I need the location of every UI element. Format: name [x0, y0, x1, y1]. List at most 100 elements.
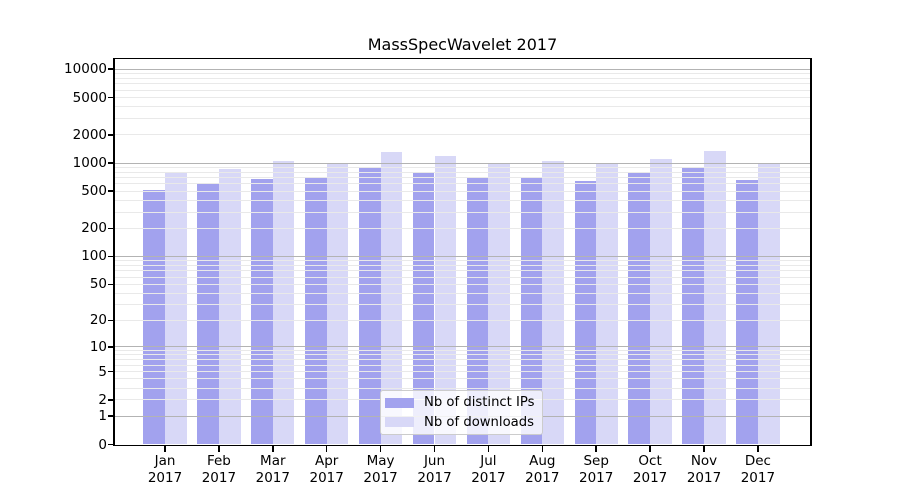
legend-swatch-distinct-ips: [385, 397, 414, 408]
ytick-2000: [107, 134, 114, 136]
ytick-1000: [107, 162, 114, 164]
bar-distinct-ips-jun: [412, 172, 435, 445]
gridline-minor-800: [115, 171, 810, 173]
xtick-year-mar: 2017: [255, 469, 290, 486]
gridline-major-10000: [115, 68, 810, 70]
xtick-year-jun: 2017: [417, 469, 452, 486]
ytick-2: [107, 398, 114, 401]
xtick-month-sep: Sep: [583, 453, 609, 469]
bar-downloads-jun: [434, 155, 457, 445]
xtick-dec: [757, 446, 759, 452]
xtick-label-may: May 2017: [353, 453, 409, 486]
xtick-label-apr: Apr 2017: [299, 453, 355, 486]
bar-distinct-ips-oct: [628, 172, 651, 445]
xtick-nov: [703, 446, 705, 452]
xtick-apr: [325, 446, 328, 452]
xtick-year-may: 2017: [363, 469, 398, 486]
bar-distinct-ips-mar: [251, 179, 273, 445]
bar-downloads-jan: [165, 173, 187, 445]
gridline-minor-900: [115, 166, 810, 168]
ytick-label-2: 2: [98, 391, 107, 408]
ytick-label-1000: 1000: [72, 155, 107, 172]
ytick-label-50: 50: [89, 276, 107, 293]
xtick-year-apr: 2017: [309, 469, 344, 486]
xtick-label-jun: Jun 2017: [407, 453, 463, 486]
bar-downloads-jul: [488, 163, 511, 445]
gridline-minor-3000: [115, 117, 810, 119]
xtick-label-dec: Dec 2017: [730, 453, 786, 486]
gridline-minor-4: [115, 378, 810, 380]
gridline-minor-9: [115, 350, 810, 352]
bar-distinct-ips-jul: [466, 178, 489, 445]
xtick-jan: [164, 446, 166, 452]
gridline-minor-600: [115, 183, 810, 185]
xtick-label-feb: Feb 2017: [191, 453, 247, 486]
bar-distinct-ips-aug: [520, 176, 543, 445]
xtick-may: [379, 446, 382, 452]
gridline-major-100: [115, 255, 810, 257]
bar-distinct-ips-dec: [736, 180, 758, 445]
xtick-label-nov: Nov 2017: [676, 453, 732, 486]
gridline-minor-500: [115, 190, 810, 192]
ytick-10: [107, 346, 114, 348]
ytick-label-10000: 10000: [64, 61, 107, 78]
ytick-5: [107, 370, 114, 373]
xtick-year-jul: 2017: [471, 469, 506, 486]
gridline-minor-5: [115, 371, 810, 372]
bar-downloads-feb: [218, 169, 241, 445]
ytick-label-100: 100: [81, 248, 107, 265]
ytick-0: [107, 443, 114, 446]
ytick-label-500: 500: [81, 183, 107, 200]
ytick-label-2000: 2000: [72, 126, 107, 143]
gridline-minor-60: [115, 276, 810, 278]
xtick-month-jul: Jul: [480, 453, 497, 469]
ytick-label-5000: 5000: [72, 89, 107, 106]
xtick-month-dec: Dec: [744, 453, 771, 469]
ytick-1: [107, 415, 114, 418]
gridline-minor-20: [115, 319, 810, 321]
xtick-oct: [649, 446, 651, 452]
xtick-month-aug: Aug: [529, 453, 556, 469]
ytick-label-5: 5: [98, 363, 107, 380]
gridline-minor-80: [115, 264, 810, 266]
xtick-jun: [433, 446, 436, 452]
xtick-jul: [487, 446, 490, 452]
legend: Nb of distinct IPs Nb of downloads: [380, 390, 543, 435]
gridline-minor-8000: [115, 77, 810, 79]
xtick-label-mar: Mar 2017: [245, 453, 301, 486]
xtick-month-may: May: [366, 453, 395, 469]
gridline-minor-8: [115, 354, 810, 356]
xtick-sep: [595, 446, 597, 452]
gridline-major-1000: [115, 162, 810, 164]
legend-label-distinct-ips: Nb of distinct IPs: [424, 395, 535, 411]
gridline-minor-50: [115, 283, 810, 285]
gridline-minor-70: [115, 270, 810, 272]
gridline-minor-3: [115, 387, 810, 389]
xtick-label-sep: Sep 2017: [568, 453, 624, 486]
legend-item-downloads: Nb of downloads: [385, 415, 542, 430]
gridline-major-10: [115, 346, 810, 348]
ytick-label-20: 20: [89, 312, 107, 329]
chart-title: MassSpecWavelet 2017: [367, 35, 558, 54]
gridline-minor-30: [115, 304, 810, 306]
ytick-500: [107, 190, 114, 193]
ytick-label-10: 10: [89, 338, 107, 355]
xtick-label-jul: Jul 2017: [460, 453, 516, 486]
xtick-feb: [218, 446, 220, 452]
ytick-50: [107, 283, 114, 286]
ytick-5000: [107, 96, 114, 99]
bar-downloads-mar: [272, 160, 295, 445]
gridline-minor-7000: [115, 83, 810, 85]
ytick-100: [107, 255, 114, 258]
gridline-minor-5000: [115, 97, 810, 99]
ytick-label-0: 0: [98, 436, 107, 453]
xtick-mar: [272, 446, 274, 452]
xtick-month-jan: Jan: [154, 453, 176, 469]
xtick-month-apr: Apr: [315, 453, 339, 469]
legend-item-distinct-ips: Nb of distinct IPs: [385, 395, 542, 410]
gridline-minor-700: [115, 177, 810, 179]
xtick-month-nov: Nov: [690, 453, 718, 469]
xtick-year-oct: 2017: [632, 469, 668, 486]
bar-distinct-ips-sep: [574, 180, 597, 445]
